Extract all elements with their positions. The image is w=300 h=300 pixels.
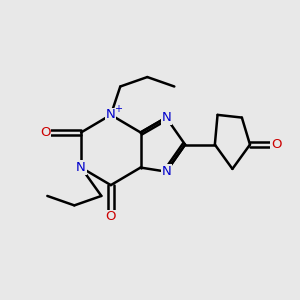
Text: N: N <box>161 165 171 178</box>
Text: O: O <box>271 138 281 151</box>
Text: O: O <box>40 126 50 139</box>
Text: N: N <box>106 108 116 122</box>
Text: +: + <box>114 104 122 114</box>
Text: N: N <box>76 161 86 174</box>
Text: O: O <box>106 210 116 223</box>
Text: N: N <box>161 111 171 124</box>
